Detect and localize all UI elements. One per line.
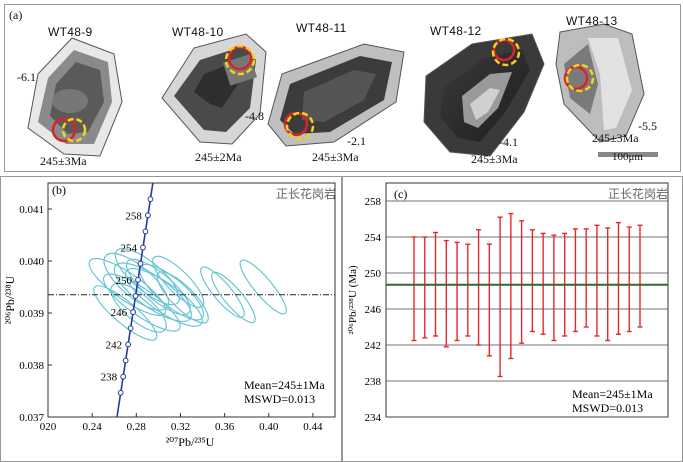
epsilon-value-5: -5.5 <box>638 119 657 134</box>
concordia-age-label: 238 <box>101 372 118 384</box>
y-tick-label: 238 <box>365 376 382 388</box>
epsilon-value-1: -6.1 <box>17 70 36 85</box>
concordia-age-marker <box>121 374 126 379</box>
concordia-age-label: 242 <box>106 339 123 351</box>
y-tick-label: 258 <box>365 196 382 208</box>
y-tick-label: 246 <box>365 304 382 316</box>
panel-b-mean: Mean=245±1Ma <box>244 378 325 392</box>
concordia-age-marker <box>141 245 146 250</box>
x-tick-label: 0.24 <box>83 421 103 433</box>
zircon-grain-wt48-12 <box>424 34 544 156</box>
y-tick-label: 0.041 <box>19 204 44 216</box>
grain-name-3: WT48-11 <box>296 21 347 35</box>
panel-c-label: (c) <box>394 187 407 201</box>
panel-b-label: (b) <box>52 183 66 197</box>
x-tick-label: 0.32 <box>171 421 190 433</box>
y-tick-label: 250 <box>365 268 382 280</box>
grain-age-2: 245±2Ma <box>195 150 242 165</box>
panel-b-xlabel: ²⁰⁷Pb/²³⁵U <box>166 435 215 449</box>
grain-age-1: 245±3Ma <box>40 154 87 169</box>
grain-name-5: WT48-13 <box>566 14 617 28</box>
zircon-grain-wt48-13 <box>556 24 644 142</box>
x-tick-label: 0.44 <box>303 421 323 433</box>
grain-name-2: WT48-10 <box>172 25 223 39</box>
x-tick-label: 0.36 <box>215 421 235 433</box>
panel-b-mswd: MSWD=0.013 <box>244 392 315 406</box>
y-tick-label: 0.040 <box>19 256 44 268</box>
concordia-chart: 020 0.24 0.28 0.32 0.36 0.40 0.440.0370.0380.0… <box>0 176 342 462</box>
weighted-mean-chart: 234 238 242 246 250 254 258 (c) 正长花岗岩 Mean=245… <box>342 176 683 462</box>
panel-c-mean: Mean=245±1Ma <box>572 387 653 401</box>
y-tick-label: 0.038 <box>19 360 44 372</box>
concordia-age-marker <box>148 197 153 202</box>
concordia-age-marker <box>146 213 151 218</box>
grain-age-5: 245±3Ma <box>592 131 639 146</box>
concordia-age-label: 258 <box>125 210 142 222</box>
epsilon-value-2: -4.8 <box>245 109 264 124</box>
epsilon-value-4: -4.1 <box>499 135 518 150</box>
zircon-grain-wt48-9 <box>28 38 122 156</box>
x-tick-label: 0.40 <box>259 421 279 433</box>
panel-c-mswd: MSWD=0.013 <box>572 401 643 415</box>
panel-b-rock-type: 正长花岗岩 <box>276 186 336 201</box>
panel-c-rock-type: 正长花岗岩 <box>608 186 668 201</box>
concordia-age-label: 246 <box>111 307 128 319</box>
epsilon-value-3: -2.1 <box>347 134 366 149</box>
concordia-age-marker <box>126 342 131 347</box>
panel-b-ylabel: ²⁰⁶Pb/²³⁸U <box>3 275 17 324</box>
concordia-age-marker <box>143 229 148 234</box>
concordia-age-marker <box>123 358 128 363</box>
y-tick-label: 0.039 <box>19 308 44 320</box>
y-tick-label: 234 <box>365 412 382 424</box>
concordia-age-label: 254 <box>120 243 137 255</box>
panel-c-ylabel: ²⁰⁶Pb/²³⁸U (Ma) <box>347 265 359 335</box>
concordia-age-marker <box>118 390 123 395</box>
y-tick-label: 254 <box>365 232 382 244</box>
weighted-mean-plot-area <box>386 183 668 417</box>
concordia-age-marker <box>128 326 133 331</box>
concordia-age-marker <box>136 277 141 282</box>
y-tick-label: 242 <box>365 340 382 352</box>
grain-name-4: WT48-12 <box>430 24 481 38</box>
concordia-age-marker <box>133 294 138 299</box>
scale-bar-label: 100μm <box>612 151 643 163</box>
concordia-age-marker <box>138 261 143 266</box>
y-tick-label: 0.037 <box>19 412 44 424</box>
concordia-age-marker <box>131 310 136 315</box>
grain-name-1: WT48-9 <box>48 25 92 39</box>
x-tick-label: 0.28 <box>127 421 147 433</box>
grain-age-4: 245±3Ma <box>471 152 518 167</box>
grain-age-3: 245±3Ma <box>312 150 359 165</box>
concordia-age-label: 250 <box>116 275 133 287</box>
